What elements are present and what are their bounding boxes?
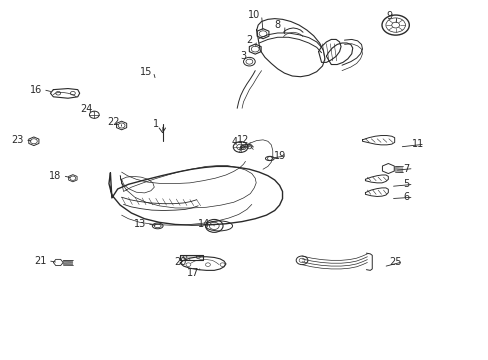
Text: 6: 6 [403, 192, 408, 202]
Text: 19: 19 [273, 150, 285, 161]
Text: 14: 14 [198, 219, 210, 229]
Text: 20: 20 [174, 257, 186, 267]
Text: 2: 2 [246, 35, 252, 45]
Text: 10: 10 [247, 10, 260, 20]
Text: 11: 11 [410, 139, 423, 149]
Text: 23: 23 [12, 135, 24, 145]
Text: 21: 21 [35, 256, 47, 266]
Text: 4: 4 [231, 138, 237, 147]
Text: 13: 13 [133, 219, 145, 229]
Text: 18: 18 [49, 171, 61, 181]
Text: 3: 3 [240, 51, 246, 61]
Text: 15: 15 [140, 67, 152, 77]
Text: 7: 7 [403, 163, 408, 174]
Text: 16: 16 [30, 85, 42, 95]
Text: 25: 25 [388, 257, 401, 267]
Text: 22: 22 [107, 117, 120, 127]
Text: 12: 12 [237, 135, 249, 145]
Text: 9: 9 [386, 11, 392, 21]
Text: 24: 24 [80, 104, 92, 114]
Text: 17: 17 [187, 267, 199, 278]
Text: 5: 5 [403, 179, 408, 189]
Text: 8: 8 [274, 20, 280, 30]
Text: 1: 1 [152, 120, 159, 129]
